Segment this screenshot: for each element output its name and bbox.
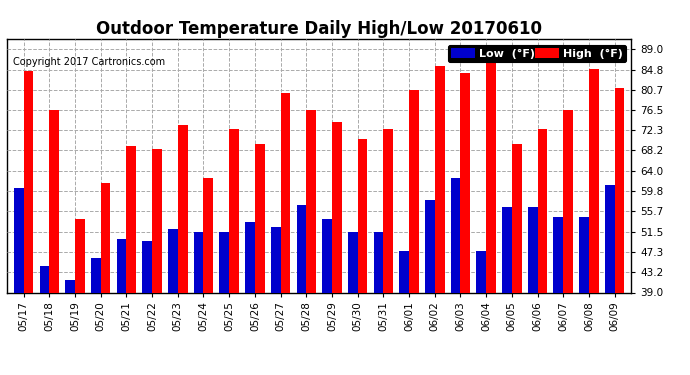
Bar [91, 258, 101, 292]
Bar [538, 129, 547, 292]
Bar [142, 242, 152, 292]
Title: Outdoor Temperature Daily High/Low 20170610: Outdoor Temperature Daily High/Low 20170… [96, 20, 542, 38]
Bar [23, 71, 33, 292]
Bar [322, 219, 332, 292]
Bar [384, 129, 393, 292]
Bar [476, 251, 486, 292]
Bar [512, 144, 522, 292]
Bar [306, 110, 316, 292]
Bar [194, 232, 204, 292]
Bar [579, 217, 589, 292]
Bar [152, 149, 162, 292]
Bar [204, 178, 213, 292]
Bar [66, 280, 75, 292]
Bar [373, 232, 384, 292]
Bar [615, 88, 624, 292]
Bar [486, 46, 496, 292]
Bar [409, 90, 419, 292]
Bar [245, 222, 255, 292]
Bar [332, 122, 342, 292]
Bar [281, 93, 290, 292]
Bar [168, 229, 178, 292]
Bar [219, 232, 229, 292]
Bar [178, 124, 188, 292]
Bar [563, 110, 573, 292]
Bar [126, 147, 136, 292]
Bar [605, 185, 615, 292]
Bar [101, 183, 110, 292]
Bar [348, 232, 357, 292]
Bar [553, 217, 563, 292]
Bar [229, 129, 239, 292]
Bar [14, 188, 23, 292]
Bar [451, 178, 460, 292]
Legend: Low  (°F), High  (°F): Low (°F), High (°F) [448, 45, 626, 62]
Text: Copyright 2017 Cartronics.com: Copyright 2017 Cartronics.com [13, 57, 166, 67]
Bar [75, 219, 85, 292]
Bar [297, 205, 306, 292]
Bar [589, 69, 599, 292]
Bar [49, 110, 59, 292]
Bar [435, 66, 444, 292]
Bar [400, 251, 409, 292]
Bar [255, 144, 265, 292]
Bar [270, 227, 281, 292]
Bar [117, 239, 126, 292]
Bar [39, 266, 49, 292]
Bar [502, 207, 512, 292]
Bar [425, 200, 435, 292]
Bar [357, 139, 368, 292]
Bar [460, 74, 470, 292]
Bar [528, 207, 538, 292]
